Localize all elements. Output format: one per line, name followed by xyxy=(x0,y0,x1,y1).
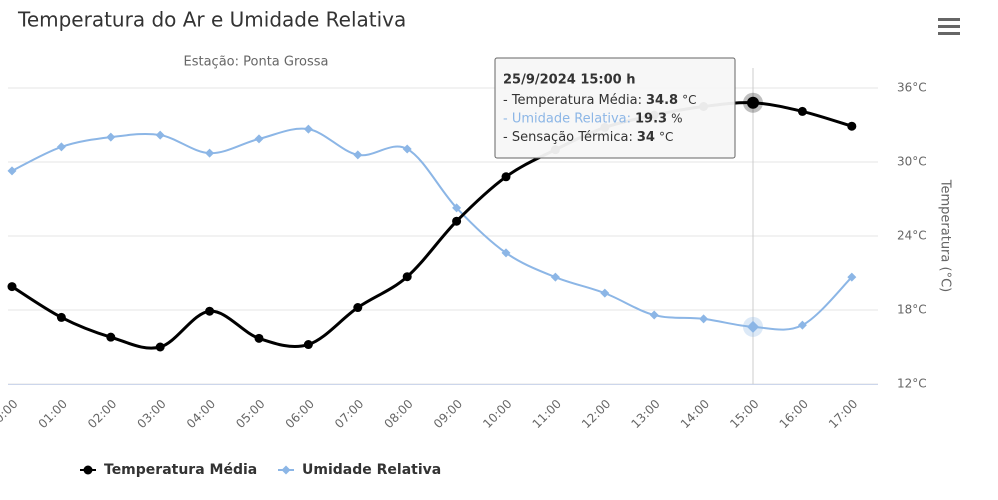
tooltip-row: - Sensação Térmica: 34 °C xyxy=(503,130,673,145)
marker xyxy=(452,203,462,213)
marker xyxy=(501,248,511,258)
x-tick-label: 06:00 xyxy=(283,397,317,431)
tooltip-unit: °C xyxy=(659,130,673,144)
tooltip: 25/9/2024 15:00 h - Temperatura Média: 34.… xyxy=(494,57,736,159)
legend-label: Umidade Relativa xyxy=(302,462,441,478)
marker xyxy=(7,166,17,176)
menu-bar xyxy=(938,18,960,21)
marker xyxy=(699,314,709,324)
legend-marker xyxy=(83,465,93,475)
marker xyxy=(600,288,610,298)
marker xyxy=(254,333,264,343)
x-tick-label: 04:00 xyxy=(184,397,218,431)
x-tick-label: 05:00 xyxy=(233,397,267,431)
series-line xyxy=(11,127,853,331)
x-tick-label: 16:00 xyxy=(777,397,811,431)
marker xyxy=(303,340,313,350)
y-tick-label: 18°C xyxy=(897,303,927,317)
tooltip-label: - Temperatura Média: xyxy=(503,93,642,108)
y-tick-label: 30°C xyxy=(897,155,927,169)
marker xyxy=(353,150,363,160)
marker xyxy=(747,96,759,109)
tooltip-box xyxy=(494,57,736,159)
legend-marker xyxy=(281,465,291,475)
marker xyxy=(303,124,313,134)
tooltip-row: - Temperatura Média: 34.8 °C xyxy=(503,93,696,108)
tooltip-unit: % xyxy=(671,111,682,125)
tooltip-row: - Umidade Relativa: 19.3% xyxy=(503,111,682,126)
tooltip-unit: °C xyxy=(682,93,696,107)
marker xyxy=(7,282,17,292)
y-tick-label: 12°C xyxy=(897,377,927,391)
tooltip-value: 19.3 xyxy=(635,111,667,126)
marker xyxy=(452,216,462,226)
y-axis-title: Temperatura (°C) xyxy=(938,179,953,292)
x-tick-label: 00:00 xyxy=(0,397,21,431)
x-tick-label: 14:00 xyxy=(678,397,712,431)
x-tick-label: 17:00 xyxy=(826,397,860,431)
tooltip-label: - Umidade Relativa: xyxy=(503,111,631,126)
marker xyxy=(254,134,264,144)
marker xyxy=(550,272,560,282)
x-tick-label: 02:00 xyxy=(85,397,119,431)
marker xyxy=(797,106,807,116)
marker xyxy=(56,312,66,322)
x-tick-label: 12:00 xyxy=(579,397,613,431)
menu-bar xyxy=(938,25,960,28)
marker xyxy=(797,320,807,330)
marker xyxy=(155,342,165,352)
x-tick-label: 10:00 xyxy=(480,397,514,431)
x-tick-label: 03:00 xyxy=(134,397,168,431)
marker xyxy=(106,332,116,342)
marker xyxy=(402,144,412,154)
marker xyxy=(205,148,215,158)
x-tick-label: 11:00 xyxy=(530,397,564,431)
marker xyxy=(649,310,659,320)
tooltip-label: - Sensação Térmica: xyxy=(503,130,633,145)
chart-subtitle: Estação: Ponta Grossa xyxy=(184,55,329,70)
x-tick-label: 08:00 xyxy=(381,397,415,431)
marker xyxy=(747,320,759,333)
marker xyxy=(402,272,412,282)
marker xyxy=(155,130,165,140)
menu-bar xyxy=(938,32,960,35)
legend-label: Temperatura Média xyxy=(104,462,257,478)
menu-button[interactable] xyxy=(938,18,960,35)
y-tick-label: 36°C xyxy=(897,81,927,95)
x-tick-label: 01:00 xyxy=(36,397,70,431)
x-tick-label: 13:00 xyxy=(628,397,662,431)
x-tick-label: 15:00 xyxy=(727,397,761,431)
tooltip-header: 25/9/2024 15:00 h xyxy=(503,73,636,88)
marker xyxy=(501,172,511,182)
tooltip-value: 34.8 xyxy=(646,93,678,108)
y-tick-label: 24°C xyxy=(897,229,927,243)
chart-title: Temperatura do Ar e Umidade Relativa xyxy=(17,8,406,32)
tooltip-value: 34 xyxy=(637,130,655,145)
marker xyxy=(847,121,857,131)
x-tick-label: 07:00 xyxy=(332,397,366,431)
marker xyxy=(106,132,116,142)
marker xyxy=(353,303,363,313)
marker xyxy=(205,306,215,316)
marker xyxy=(56,142,66,152)
marker xyxy=(847,272,857,282)
x-tick-label: 09:00 xyxy=(431,397,465,431)
